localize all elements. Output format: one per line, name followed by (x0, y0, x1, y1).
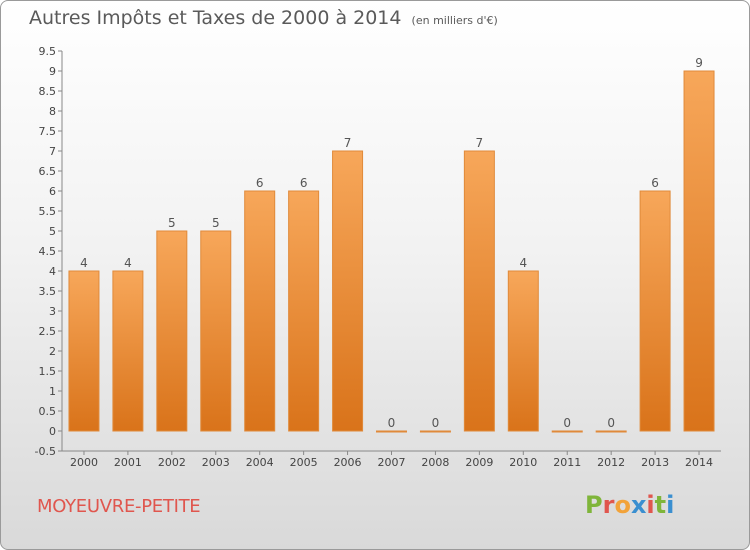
y-tick-label: 3 (49, 305, 56, 318)
y-tick-label: 6.5 (39, 165, 57, 178)
bar-2000 (68, 270, 100, 432)
x-tick-label: 2001 (114, 456, 142, 469)
x-tick-label: 2013 (641, 456, 669, 469)
logo-letter: P (585, 491, 603, 519)
chart-axes: -0.5 0 0.5 1 1.5 2 2.5 3 3.5 4 4.5 5 5.5 6 6.5 7 7.5 8 8.5… (35, 45, 721, 469)
x-tick-label: 2007 (378, 456, 406, 469)
y-tick-label: 9.5 (39, 45, 57, 58)
data-label-2003: 5 (212, 216, 220, 230)
x-tick-label: 2010 (509, 456, 537, 469)
y-tick-label: 4.5 (39, 245, 57, 258)
logo-letter: i (646, 491, 655, 519)
bar-2007 (376, 430, 407, 433)
y-tick-label: 8 (49, 105, 56, 118)
data-label-2001: 4 (124, 256, 132, 270)
y-tick-label: 4 (49, 265, 56, 278)
chart-subtitle: (en milliers d'€) (411, 14, 498, 27)
y-tick-label: 0.5 (39, 405, 57, 418)
bar-2004 (244, 190, 276, 432)
bar-2010 (507, 270, 539, 432)
data-label-2005: 6 (300, 176, 308, 190)
logo-letter: t (654, 491, 667, 519)
bar-2014 (683, 70, 715, 432)
y-tick-label: 1.5 (39, 365, 57, 378)
bar-2008 (419, 430, 451, 433)
y-tick-label: 1 (49, 385, 56, 398)
bar-2012 (595, 430, 627, 433)
y-tick-label: 3.5 (39, 285, 57, 298)
data-label-2009: 7 (476, 136, 484, 150)
y-tick-label: 6 (49, 185, 56, 198)
y-tick-label: 0 (49, 425, 56, 438)
data-label-2002: 5 (168, 216, 176, 230)
x-tick-label: 2006 (334, 456, 362, 469)
bar-2001 (112, 270, 144, 432)
bar-2005 (288, 190, 320, 432)
bar-2009 (463, 150, 495, 432)
data-label-2014: 9 (695, 56, 703, 70)
x-tick-label: 2008 (421, 456, 449, 469)
bar-2011 (551, 430, 583, 433)
data-label-2011: 0 (563, 416, 571, 430)
bar-2002 (156, 230, 188, 432)
y-tick-label: -0.5 (35, 445, 56, 458)
x-tick-label: 2005 (290, 456, 318, 469)
logo-letter: r (602, 491, 615, 519)
y-tick-label: 5.5 (39, 205, 57, 218)
logo-letter: x (630, 491, 647, 519)
data-label-2008: 0 (432, 416, 440, 430)
data-label-2012: 0 (607, 416, 615, 430)
x-tick-label: 2003 (202, 456, 230, 469)
bar-2006 (332, 150, 364, 432)
y-tick-label: 8.5 (39, 85, 57, 98)
data-label-2013: 6 (651, 176, 659, 190)
data-label-2007: 0 (388, 416, 396, 430)
x-tick-label: 2014 (685, 456, 713, 469)
data-label-2000: 4 (80, 256, 88, 270)
commune-name: MOYEUVRE-PETITE (37, 496, 201, 517)
y-tick-label: 7.5 (39, 125, 57, 138)
chart-bars (68, 70, 715, 433)
x-tick-label: 2009 (465, 456, 493, 469)
x-tick-label: 2012 (597, 456, 625, 469)
bar-2013 (639, 190, 671, 432)
chart-title-block: Autres Impôts et Taxes de 2000 à 2014 (e… (29, 7, 498, 29)
y-tick-label: 5 (49, 225, 56, 238)
y-tick-label: 9 (49, 65, 56, 78)
y-tick-label: 7 (49, 145, 56, 158)
logo-letter: i (666, 491, 675, 519)
x-tick-label: 2004 (246, 456, 274, 469)
y-tick-label: 2.5 (39, 325, 57, 338)
x-tick-label: 2011 (553, 456, 581, 469)
y-tick-label: 2 (49, 345, 56, 358)
x-tick-label: 2002 (158, 456, 186, 469)
proxiti-logo: Proxiti (585, 491, 674, 519)
bar-2003 (200, 230, 232, 432)
chart-title: Autres Impôts et Taxes de 2000 à 2014 (29, 7, 402, 29)
data-label-2004: 6 (256, 176, 264, 190)
data-label-2010: 4 (519, 256, 527, 270)
chart-data-labels: 4 4 5 5 6 6 7 0 0 7 4 0 0 6 9 (80, 56, 703, 430)
logo-letter: o (614, 491, 631, 519)
x-tick-label: 2000 (70, 456, 98, 469)
data-label-2006: 7 (344, 136, 352, 150)
